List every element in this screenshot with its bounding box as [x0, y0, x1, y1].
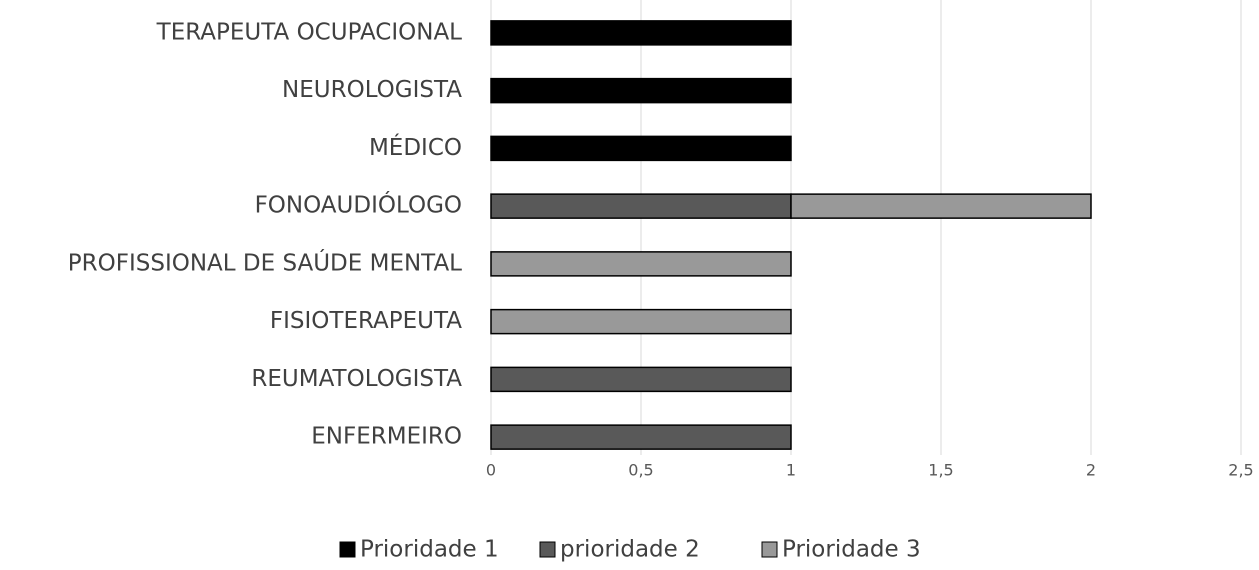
bar-segment: [490, 424, 792, 450]
legend-label: Prioridade 1: [360, 537, 499, 563]
x-tick-label: 1,5: [928, 461, 953, 480]
bar-segment: [490, 251, 792, 277]
bar-segment: [490, 135, 792, 162]
legend-label: prioridade 2: [560, 537, 700, 563]
bar-segment: [490, 77, 792, 104]
y-tick-label: TERAPEUTA OCUPACIONAL: [156, 19, 463, 45]
y-tick-label: FONOAUDIÓLOGO: [255, 191, 462, 219]
legend-swatch: [339, 541, 356, 558]
x-tick-label: 1: [786, 461, 796, 480]
x-tick-label: 2: [1086, 461, 1096, 480]
legend-swatch: [539, 541, 556, 558]
x-tick-label: 0,5: [628, 461, 653, 480]
y-tick-label: NEUROLOGISTA: [282, 77, 462, 103]
y-tick-label: PROFISSIONAL DE SAÚDE MENTAL: [68, 248, 462, 276]
bar-segment: [790, 193, 1092, 219]
bar-segment: [490, 20, 792, 46]
x-tick-label: 0: [486, 461, 496, 480]
y-tick-label: FISIOTERAPEUTA: [270, 308, 462, 334]
legend-label: Prioridade 3: [782, 537, 921, 563]
legend-swatch: [761, 541, 778, 558]
y-tick-label: MÉDICO: [369, 133, 462, 161]
bar-segment: [490, 366, 792, 393]
bar-segment: [490, 308, 792, 335]
y-tick-label: REUMATOLOGISTA: [251, 366, 462, 392]
y-tick-label: ENFERMEIRO: [311, 424, 462, 450]
bar-segment: [490, 193, 792, 219]
x-tick-label: 2,5: [1228, 461, 1253, 480]
